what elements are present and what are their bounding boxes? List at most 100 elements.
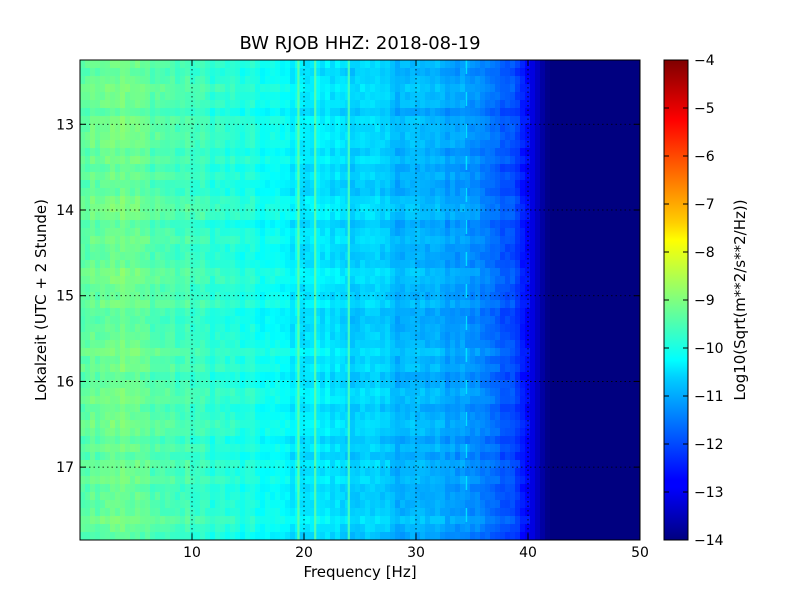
heatmap-cell <box>540 76 546 85</box>
heatmap-cell <box>90 348 96 357</box>
heatmap-cell <box>80 316 86 325</box>
heatmap-cell <box>440 388 446 397</box>
heatmap-cell <box>350 180 356 189</box>
heatmap-cell <box>480 356 486 365</box>
heatmap-cell <box>190 172 196 181</box>
heatmap-cell <box>545 188 551 197</box>
heatmap-cell <box>450 364 456 373</box>
heatmap-cell <box>410 100 416 109</box>
heatmap-cell <box>415 236 421 245</box>
heatmap-cell <box>330 372 336 381</box>
heatmap-cell <box>490 164 496 173</box>
heatmap-cell <box>315 364 321 373</box>
heatmap-cell <box>415 132 421 141</box>
heatmap-cell <box>530 148 536 157</box>
heatmap-cell <box>335 188 341 197</box>
heatmap-cell <box>355 228 361 237</box>
heatmap-cell <box>300 100 306 109</box>
heatmap-cell <box>495 92 501 101</box>
heatmap-cell <box>265 284 271 293</box>
heatmap-cell <box>525 348 531 357</box>
heatmap-cell <box>480 132 486 141</box>
heatmap-cell <box>150 164 156 173</box>
heatmap-cell <box>635 332 640 341</box>
heatmap-cell <box>235 180 241 189</box>
heatmap-cell <box>535 276 541 285</box>
heatmap-cell <box>85 132 91 141</box>
heatmap-cell <box>180 212 186 221</box>
heatmap-cell <box>510 84 516 93</box>
heatmap-cell <box>515 92 521 101</box>
heatmap-cell <box>425 84 431 93</box>
heatmap-cell <box>120 348 126 357</box>
heatmap-cell <box>545 276 551 285</box>
heatmap-cell <box>200 132 206 141</box>
heatmap-cell <box>470 180 476 189</box>
heatmap-cell <box>420 148 426 157</box>
heatmap-cell <box>595 356 601 365</box>
heatmap-cell <box>410 132 416 141</box>
heatmap-cell <box>210 164 216 173</box>
heatmap-cell <box>280 60 286 69</box>
heatmap-cell <box>240 324 246 333</box>
heatmap-cell <box>175 260 181 269</box>
heatmap-cell <box>465 212 471 221</box>
heatmap-cell <box>455 324 461 333</box>
heatmap-cell <box>565 404 571 413</box>
heatmap-cell <box>540 140 546 149</box>
heatmap-cell <box>395 396 401 405</box>
heatmap-cell <box>540 228 546 237</box>
heatmap-cell <box>230 372 236 381</box>
heatmap-cell <box>340 220 346 229</box>
heatmap-cell <box>225 348 231 357</box>
heatmap-cell <box>465 156 471 165</box>
heatmap-cell <box>245 60 251 69</box>
heatmap-cell <box>235 196 241 205</box>
heatmap-cell <box>600 100 606 109</box>
heatmap-cell <box>330 292 336 301</box>
heatmap-cell <box>615 236 621 245</box>
heatmap-cell <box>90 244 96 253</box>
heatmap-cell <box>95 284 101 293</box>
heatmap-cell <box>125 108 131 117</box>
heatmap-cell <box>545 108 551 117</box>
heatmap-cell <box>505 76 511 85</box>
heatmap-cell <box>105 324 111 333</box>
heatmap-cell <box>200 404 206 413</box>
heatmap-cell <box>150 276 156 285</box>
heatmap-cell <box>85 124 91 133</box>
heatmap-cell <box>140 388 146 397</box>
heatmap-cell <box>95 244 101 253</box>
heatmap-cell <box>525 244 531 253</box>
heatmap-cell <box>310 76 316 85</box>
heatmap-cell <box>175 172 181 181</box>
heatmap-cell <box>320 260 326 269</box>
heatmap-cell <box>505 100 511 109</box>
heatmap-cell <box>180 100 186 109</box>
heatmap-cell <box>455 148 461 157</box>
heatmap-cell <box>255 388 261 397</box>
heatmap-cell <box>555 148 561 157</box>
heatmap-cell <box>340 100 346 109</box>
heatmap-cell <box>385 172 391 181</box>
heatmap-cell <box>85 380 91 389</box>
heatmap-cell <box>450 188 456 197</box>
heatmap-cell <box>250 372 256 381</box>
heatmap-cell <box>170 364 176 373</box>
heatmap-cell <box>240 412 246 421</box>
heatmap-cell <box>460 204 466 213</box>
heatmap-cell <box>600 276 606 285</box>
heatmap-cell <box>215 348 221 357</box>
heatmap-cell <box>580 68 586 77</box>
heatmap-cell <box>310 244 316 253</box>
heatmap-cell <box>365 332 371 341</box>
heatmap-cell <box>185 68 191 77</box>
heatmap-cell <box>275 148 281 157</box>
heatmap-cell <box>260 228 266 237</box>
heatmap-cell <box>430 404 436 413</box>
heatmap-cell <box>340 300 346 309</box>
heatmap-cell <box>90 252 96 261</box>
heatmap-cell <box>215 156 221 165</box>
heatmap-cell <box>265 204 271 213</box>
heatmap-cell <box>320 308 326 317</box>
